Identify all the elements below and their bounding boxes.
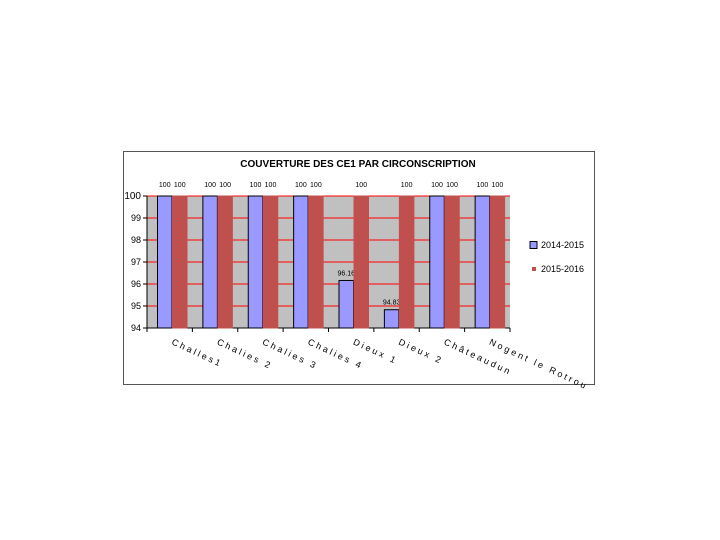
- y-tick-label: 99: [131, 213, 141, 223]
- bar-2014-2015-Chalies 3: [247, 195, 264, 329]
- y-tick-label: 96: [131, 279, 141, 289]
- data-label: 100: [431, 182, 443, 189]
- category-label: Challes1: [170, 337, 224, 369]
- category-label: Dieux 2: [397, 337, 445, 366]
- data-label: 100: [355, 182, 367, 189]
- bar-2015-2016-Chalies 3: [262, 195, 279, 329]
- chart-title: COUVERTURE DES CE1 PAR CIRCONSCRIPTION: [240, 159, 475, 170]
- data-label: 100: [159, 182, 171, 189]
- bar-2015-2016-Challes1: [172, 195, 188, 329]
- data-label: 100: [310, 182, 322, 189]
- bar-2014-2015-Dieux 2: [383, 309, 400, 329]
- legend-label: 2015-2016: [541, 264, 584, 274]
- bar-2014-2015-Châteaudun: [429, 195, 445, 329]
- data-label: 100: [492, 182, 504, 189]
- data-label: 100: [401, 182, 413, 189]
- data-label: 100: [174, 182, 186, 189]
- bar-2015-2016-Dieux 1: [353, 195, 369, 329]
- legend: 2014-2015 2015-2016: [529, 240, 584, 274]
- y-tick-label: 100: [124, 191, 141, 202]
- data-label: 100: [265, 182, 277, 189]
- bar-2015-2016-Chalies 2: [217, 195, 233, 329]
- bar-2014-2015-Challes1: [157, 195, 173, 329]
- data-label: 100: [295, 182, 307, 189]
- bar-2014-2015-Chalies 4: [293, 195, 309, 329]
- bar-2014-2015-Dieux 1: [338, 279, 354, 329]
- data-label: 94.83: [383, 300, 401, 307]
- bar-2015-2016-Nogent le Rotrou: [489, 195, 506, 329]
- y-tick-label: 97: [131, 257, 141, 267]
- bar-2014-2015-Nogent le Rotrou: [474, 195, 491, 329]
- data-label: 100: [446, 182, 458, 189]
- bar-2015-2016-Chalies 4: [308, 195, 324, 329]
- data-label: 100: [219, 182, 231, 189]
- bar-2015-2016-Dieux 2: [398, 195, 415, 329]
- data-label: 96.16: [337, 270, 355, 277]
- y-tick-label: 94: [131, 323, 141, 333]
- data-label: 100: [477, 182, 489, 189]
- legend-swatch-2015-2016: [532, 267, 536, 271]
- legend-label: 2014-2015: [541, 240, 584, 250]
- bar-2015-2016-Châteaudun: [444, 195, 460, 329]
- bar-2014-2015-Chalies 2: [202, 195, 218, 329]
- legend-swatch-2014-2015: [529, 241, 538, 249]
- y-tick-label: 95: [131, 301, 141, 311]
- data-label: 100: [204, 182, 216, 189]
- y-tick-label: 98: [131, 235, 141, 245]
- data-label: 100: [250, 182, 262, 189]
